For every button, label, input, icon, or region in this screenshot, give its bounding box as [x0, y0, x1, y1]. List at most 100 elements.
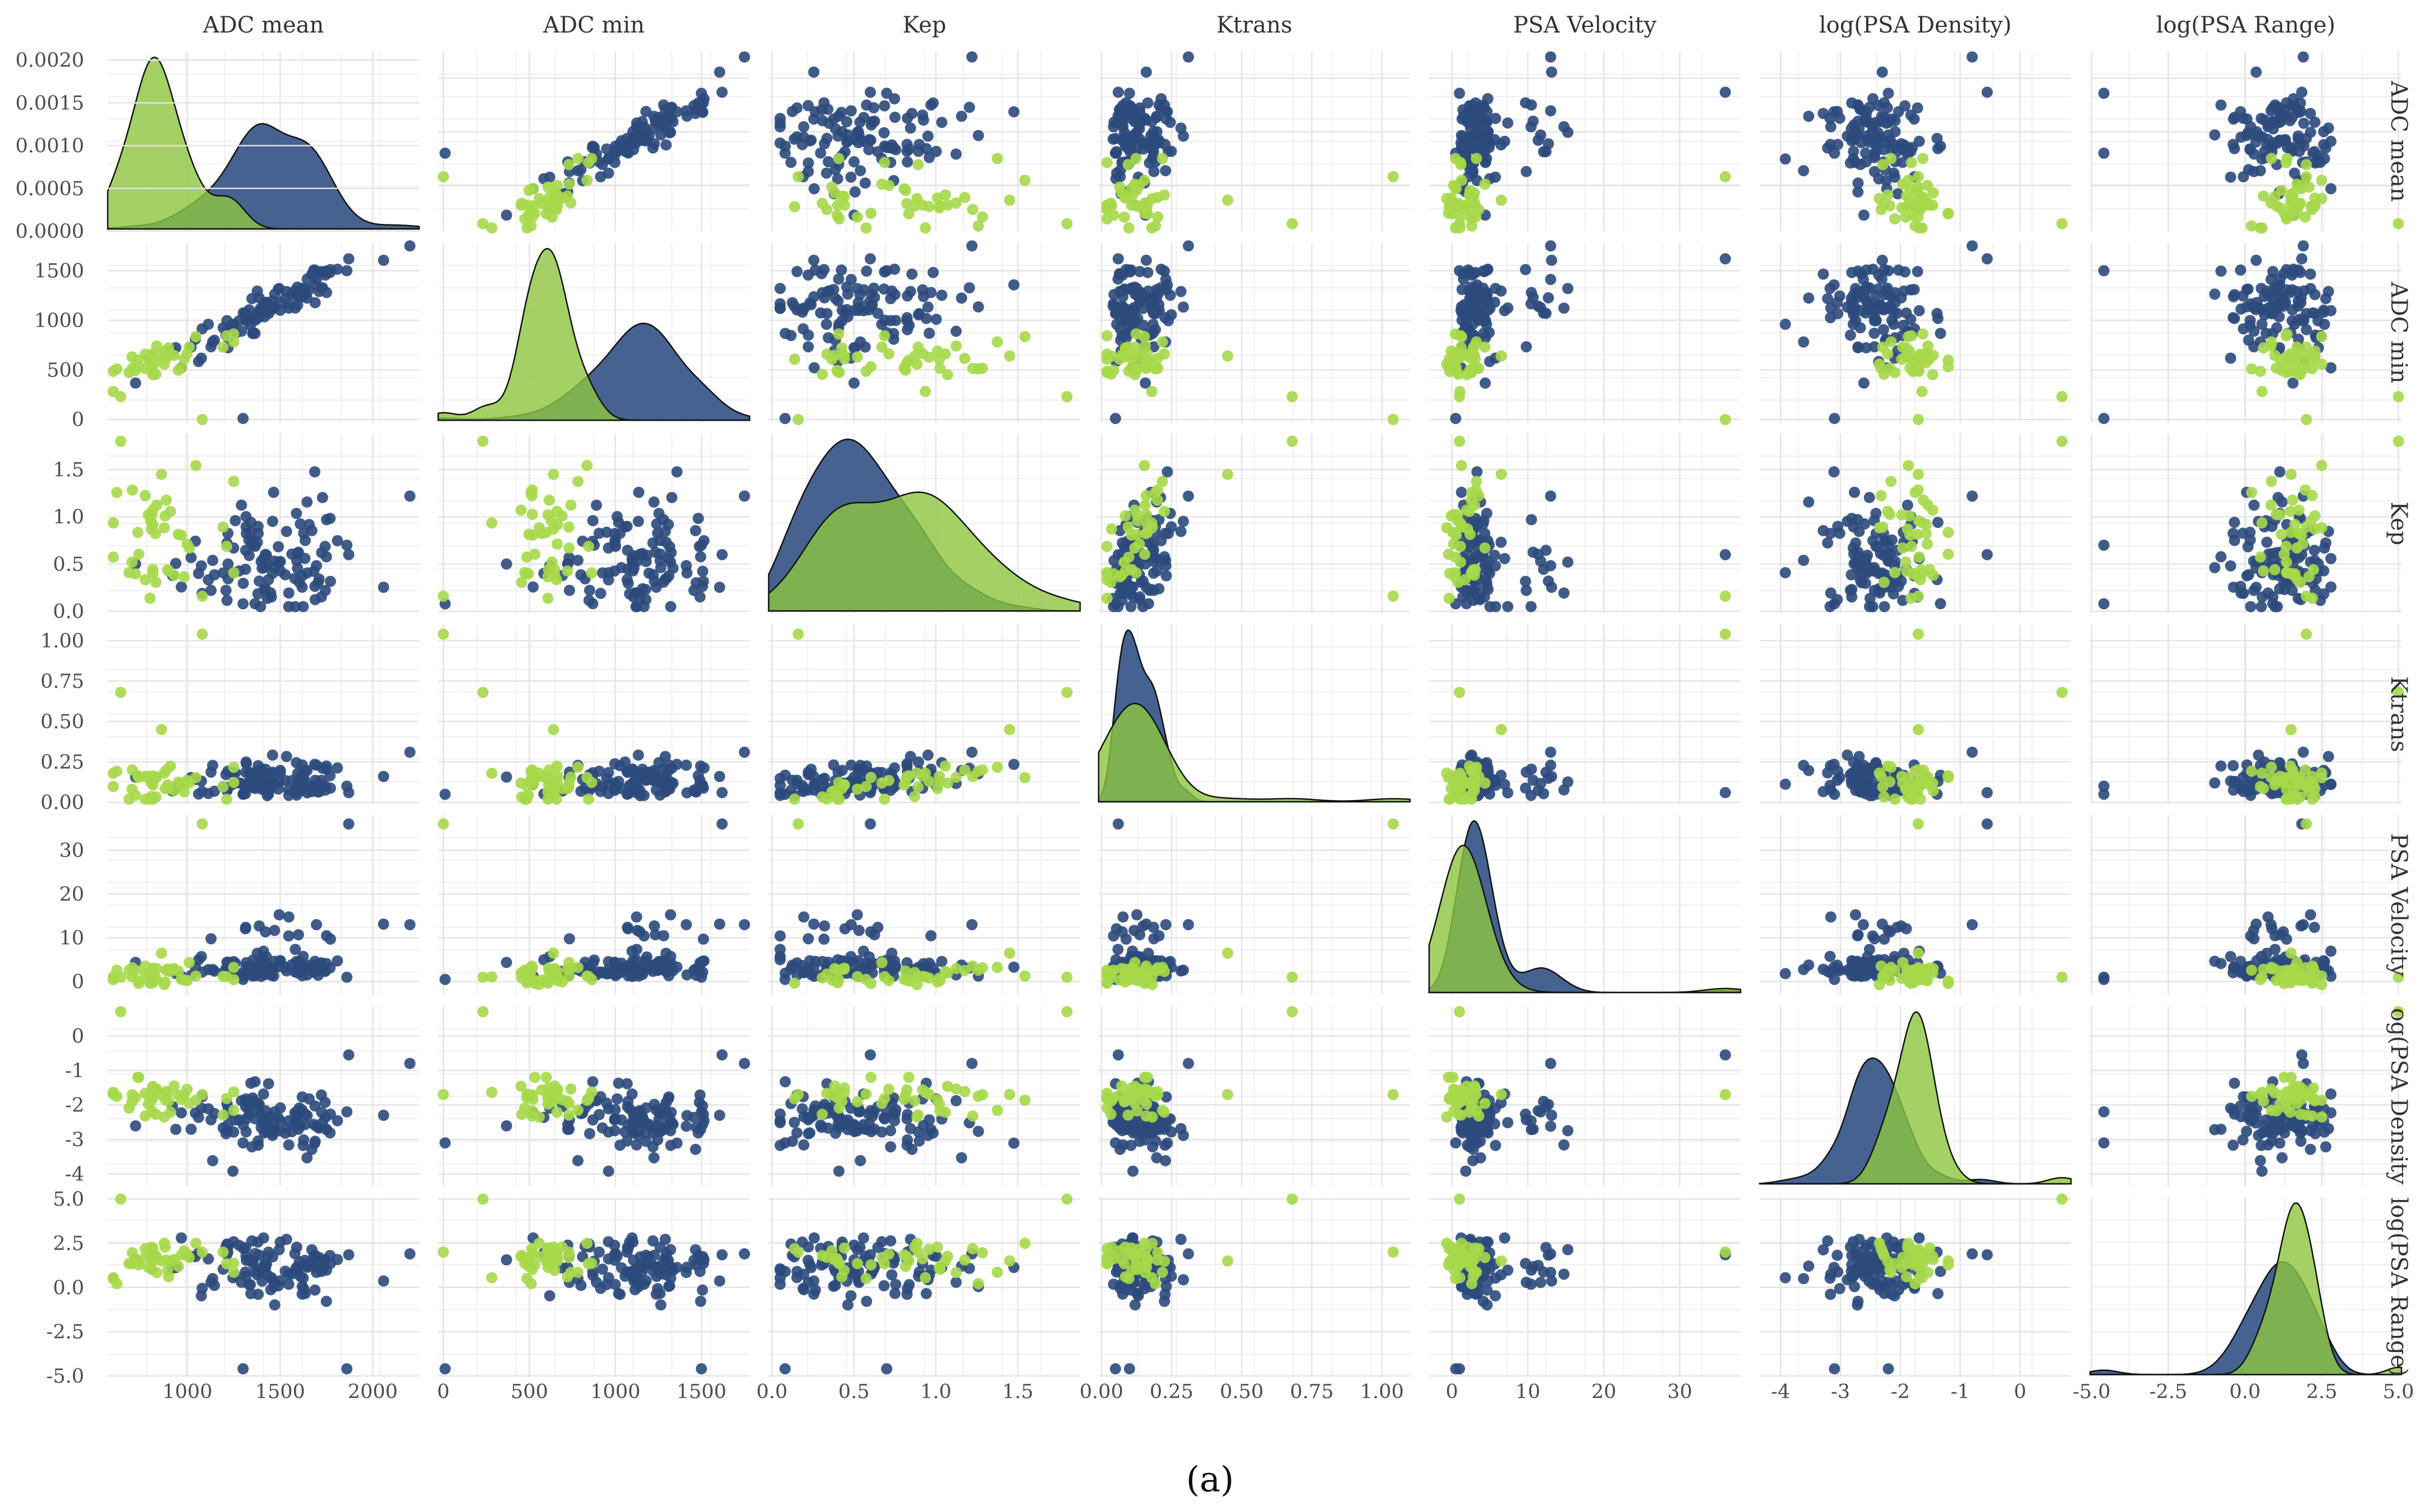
data-point-group2: [1222, 194, 1233, 206]
data-point-group1: [439, 148, 451, 159]
data-point-group1: [1966, 490, 1978, 502]
data-point-group1: [1803, 111, 1815, 122]
data-point-group2: [521, 780, 533, 792]
data-point-group1: [1854, 322, 1866, 334]
data-point-group2: [1019, 970, 1031, 982]
data-point-group2: [816, 791, 828, 803]
data-point-group2: [942, 369, 953, 380]
data-point-group1: [2215, 551, 2227, 563]
data-point-group1: [2281, 109, 2293, 121]
data-point-group2: [912, 341, 924, 353]
data-point-group1: [1868, 341, 1880, 353]
data-point-group2: [1902, 523, 1913, 535]
data-point-group2: [879, 330, 890, 342]
data-point-group1: [252, 588, 264, 600]
data-point-group2: [1901, 342, 1912, 354]
data-point-group1: [664, 541, 676, 553]
data-point-group1: [610, 540, 622, 552]
data-point-group1: [2309, 116, 2321, 128]
data-point-group1: [1935, 140, 1946, 152]
data-point-group1: [267, 301, 278, 313]
data-point-group1: [802, 157, 814, 169]
data-point-group1: [2309, 555, 2321, 567]
data-point-group1: [1912, 266, 1923, 277]
data-point-group1: [1008, 279, 1020, 291]
data-point-group1: [1889, 171, 1900, 183]
data-point-group1: [696, 539, 708, 551]
data-point-group2: [901, 197, 913, 209]
data-point-group2: [1130, 153, 1142, 164]
data-point-group2: [816, 369, 828, 380]
data-point-group1: [1108, 289, 1120, 300]
data-point-group2: [1875, 490, 1887, 502]
data-point-group1: [1466, 749, 1477, 761]
data-point-group1: [697, 581, 708, 592]
data-point-group2: [1140, 362, 1152, 374]
data-point-group2: [160, 494, 172, 506]
data-point-group1: [1798, 165, 1810, 177]
data-point-group2: [2265, 499, 2277, 511]
data-point-group1: [254, 575, 265, 587]
data-point-group1: [2098, 598, 2110, 610]
data-point-group1: [796, 780, 808, 791]
data-point-group2: [972, 220, 984, 232]
data-point-group1: [936, 117, 948, 128]
data-point-group1: [309, 779, 321, 791]
data-point-group1: [1829, 148, 1840, 159]
data-point-group2: [1473, 490, 1485, 502]
data-point-group2: [2307, 353, 2318, 365]
data-point-group1: [1464, 100, 1475, 112]
panel-3-0: [107, 624, 419, 805]
data-point-group1: [1876, 567, 1888, 579]
data-point-group2: [150, 528, 162, 539]
data-point-group2: [1114, 181, 1126, 193]
data-point-group2: [1455, 331, 1467, 342]
data-point-group1: [267, 749, 278, 761]
data-point-group2: [221, 793, 232, 805]
data-point-group2: [217, 521, 229, 533]
data-point-group1: [851, 126, 863, 138]
data-point-group1: [666, 762, 678, 774]
data-point-group1: [925, 930, 937, 941]
data-point-group2: [2300, 628, 2312, 640]
data-point-group1: [1861, 264, 1872, 276]
data-point-group2: [1907, 366, 1919, 377]
data-point-group1: [236, 499, 247, 511]
data-point-group1: [2228, 527, 2239, 539]
data-point-group2: [2297, 775, 2308, 787]
data-point-group1: [1527, 116, 1539, 127]
data-point-group2: [991, 336, 1003, 348]
data-point-group1: [1817, 525, 1829, 536]
data-point-group1: [1519, 97, 1531, 109]
data-point-group1: [714, 918, 725, 930]
data-point-group1: [902, 324, 913, 336]
data-point-group1: [854, 289, 866, 300]
data-point-group1: [1902, 499, 1913, 511]
data-point-group1: [2298, 51, 2309, 63]
data-point-group1: [1803, 496, 1815, 508]
data-point-group2: [107, 365, 119, 377]
data-point-group1: [1540, 307, 1552, 319]
data-point-group1: [696, 971, 708, 983]
data-point-group1: [738, 746, 750, 758]
data-point-group1: [1870, 758, 1882, 770]
data-point-group2: [190, 331, 202, 342]
data-point-group2: [1388, 590, 1399, 602]
data-point-group2: [2245, 486, 2257, 498]
data-point-group1: [1545, 274, 1556, 286]
data-point-group2: [523, 528, 535, 540]
data-point-group1: [697, 933, 709, 945]
panel-2-3: [1099, 434, 1410, 613]
data-point-group1: [1124, 88, 1135, 99]
data-point-group2: [2258, 565, 2269, 577]
data-point-group1: [821, 307, 833, 319]
data-point-group1: [603, 567, 614, 578]
data-point-group2: [899, 185, 911, 196]
data-point-group1: [1832, 308, 1844, 319]
data-point-group1: [890, 960, 902, 972]
data-point-group1: [1159, 265, 1170, 277]
data-point-group1: [324, 513, 336, 524]
data-point-group2: [1900, 556, 1912, 568]
data-point-group1: [2209, 562, 2221, 573]
data-point-group2: [178, 571, 190, 583]
